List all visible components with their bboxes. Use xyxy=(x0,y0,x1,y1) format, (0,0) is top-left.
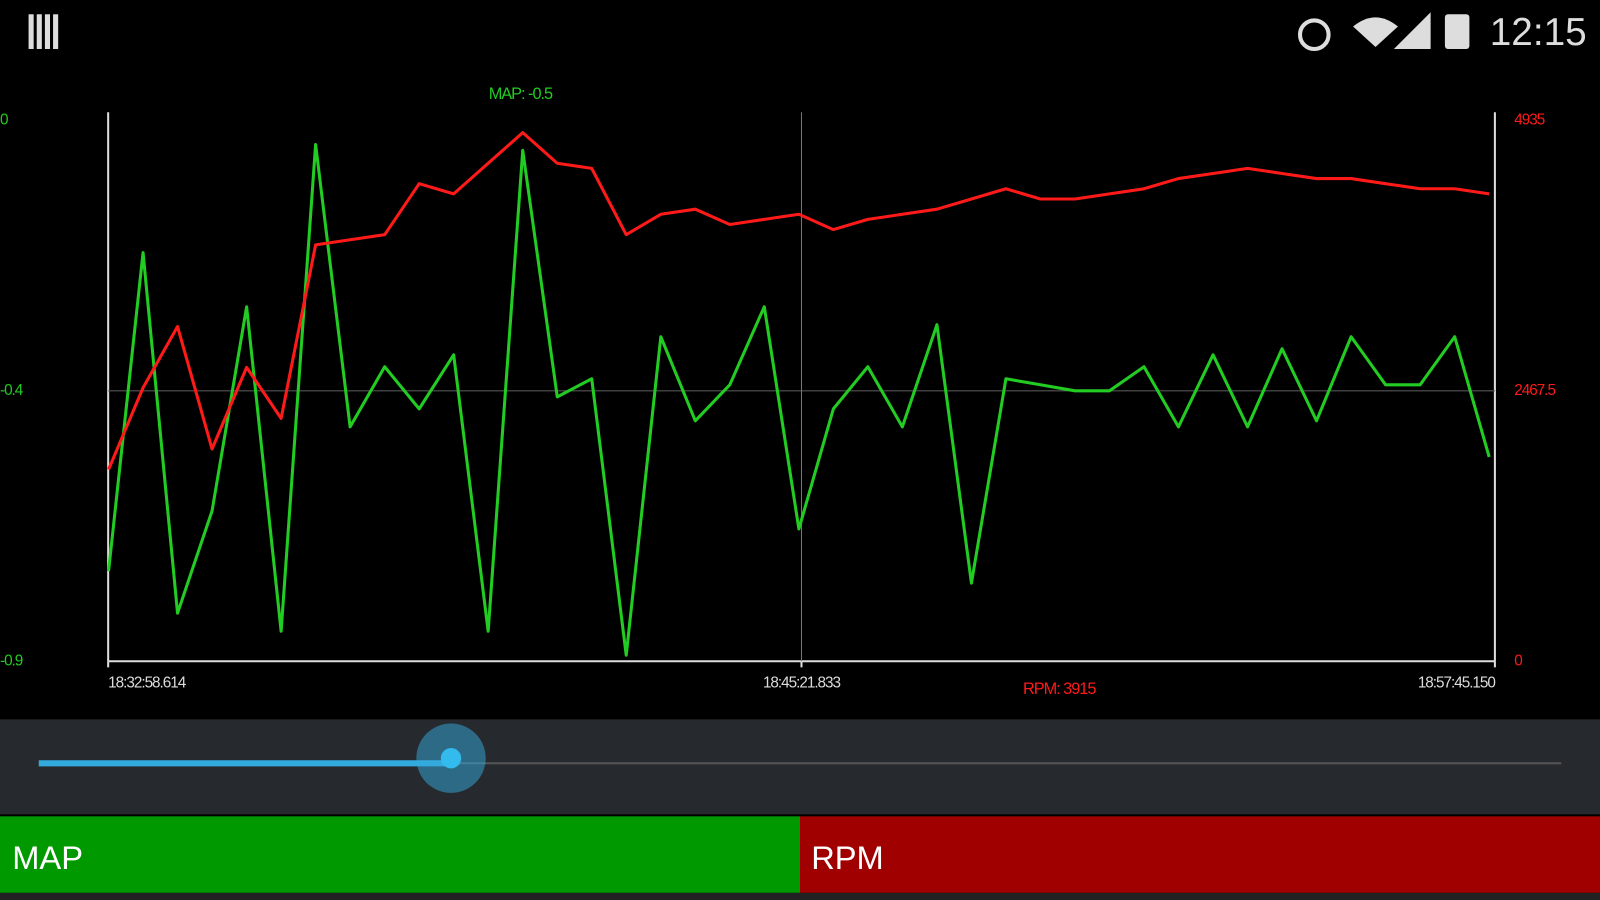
notification-icon xyxy=(53,14,59,49)
alarm-icon xyxy=(1297,18,1331,52)
notification-icon xyxy=(36,14,42,49)
slider-panel xyxy=(0,719,1600,815)
cursor-annotation: MAP: -0.5 xyxy=(489,85,553,103)
button-label[interactable]: MAP xyxy=(12,839,83,876)
y-tick-label: -0.9 xyxy=(0,652,23,669)
cursor-annotation: RPM: 3915 xyxy=(1023,680,1096,698)
signal-icon xyxy=(1393,12,1431,49)
notification-icon xyxy=(44,14,50,49)
button-label[interactable]: RPM xyxy=(811,839,884,876)
slider-thumb-center[interactable] xyxy=(440,747,462,769)
notification-icon xyxy=(28,14,34,49)
data-line xyxy=(107,142,1491,657)
y2-tick-label: 0 xyxy=(1514,652,1522,669)
clock: 12:15 xyxy=(1490,11,1587,54)
x-tick-label: 18:32:58.614 xyxy=(108,675,187,692)
y2-tick-label: 2467.5 xyxy=(1514,382,1555,399)
wifi-icon xyxy=(1353,17,1398,47)
battery-icon xyxy=(1444,14,1470,49)
chart: -0.9 -0.4 0 0 2467.5 4935 18:32:58.614 18:45:21… xyxy=(0,85,1556,698)
y-tick-label: -0.4 xyxy=(0,382,24,399)
status-icons xyxy=(28,12,1470,52)
rpm-button[interactable] xyxy=(800,816,1600,893)
map-button[interactable] xyxy=(0,816,800,893)
data-line xyxy=(107,131,1490,471)
x-tick-label: 18:45:21.833 xyxy=(763,675,841,692)
y-tick-label: 0 xyxy=(0,111,8,128)
bottom-edge xyxy=(0,892,1600,900)
x-tick-label: 18:57:45.150 xyxy=(1418,675,1496,692)
y2-tick-label: 4935 xyxy=(1514,111,1544,128)
